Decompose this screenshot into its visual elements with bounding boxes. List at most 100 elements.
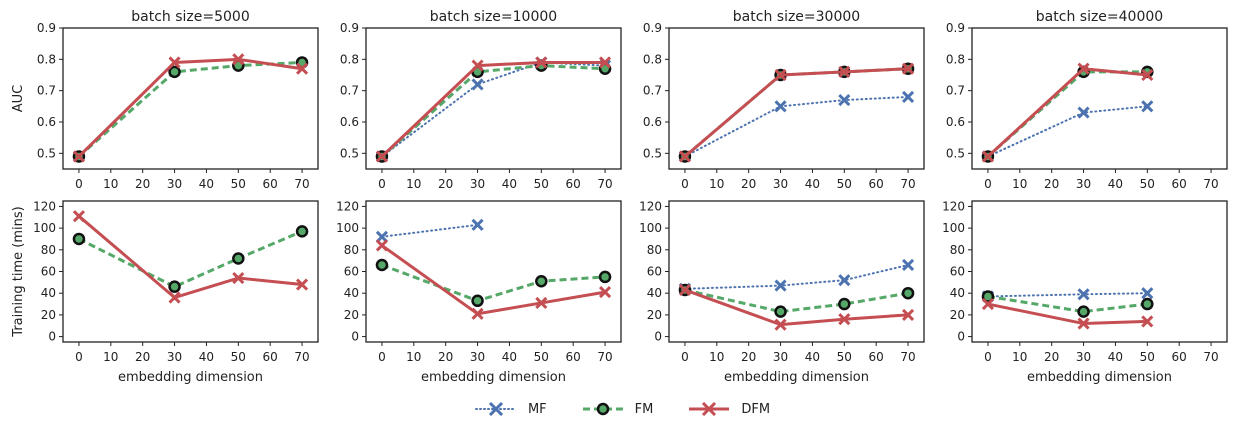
- y-axis-label-row1: Training time (mins): [11, 206, 26, 337]
- x-tick-label-r1c2-0: 0: [681, 350, 689, 364]
- point-dfm-r1c2-30: [774, 318, 787, 331]
- x-tick-label-r0c1-30: 30: [470, 177, 485, 191]
- legend-label-dfm: DFM: [741, 401, 771, 417]
- point-dfm-r1c0-70: [296, 278, 309, 291]
- panel-frame-r1c0: [62, 200, 319, 343]
- point-dfm-r1c1-70: [599, 286, 612, 299]
- series-line-mf-r0c3: [986, 105, 1149, 158]
- y-tick-label-r0c3-0.7: 0.7: [946, 84, 965, 98]
- series-line-mf-r1c1: [380, 223, 479, 238]
- point-mf-r1c2-50: [838, 274, 851, 287]
- y-tick-label-r1c3-60: 60: [950, 265, 965, 279]
- y-tick-label-r1c2-120: 120: [639, 199, 662, 213]
- legend-swatch-dfm: [689, 402, 730, 416]
- point-dfm-r0c1-70: [599, 56, 612, 69]
- x-tick-label-r0c3-70: 70: [1203, 177, 1218, 191]
- x-tick-label-r1c2-60: 60: [869, 350, 884, 364]
- x-tick-label-r1c3-60: 60: [1172, 350, 1187, 364]
- x-tick-label-r0c2-60: 60: [869, 177, 884, 191]
- x-tick-label-r0c0-60: 60: [263, 177, 278, 191]
- x-tick-label-r0c0-30: 30: [167, 177, 182, 191]
- x-tick-label-r1c0-60: 60: [263, 350, 278, 364]
- point-fm-r1c3-0: [981, 290, 995, 303]
- series-line-dfm-r1c0: [77, 214, 304, 300]
- series-line-fm-r1c1: [381, 263, 606, 303]
- y-tick-label-r0c0-0.8: 0.8: [37, 52, 56, 66]
- y-tick-label-r1c2-60: 60: [647, 265, 662, 279]
- point-fm-r1c3-30: [1077, 305, 1090, 318]
- panel-frame-r1c2: [668, 200, 925, 343]
- series-line-fm-r1c0: [78, 229, 303, 289]
- y-tick-label-r1c0-60: 60: [41, 265, 56, 279]
- x-axis-label-r1c1: embedding dimension: [421, 370, 566, 385]
- y-axis-label-row0: AUC: [11, 85, 26, 113]
- series-line-mf-r0c1: [380, 61, 607, 158]
- x-axis-label-r1c2: embedding dimension: [724, 370, 869, 385]
- point-fm-r1c3-50: [1141, 297, 1154, 311]
- panel-frame-r0c3: [971, 27, 1228, 170]
- point-dfm-r1c1-50: [535, 296, 548, 310]
- point-dfm-r0c0-0: [72, 150, 85, 163]
- y-tick-label-r1c3-80: 80: [950, 243, 965, 257]
- x-tick-label-r0c3-30: 30: [1076, 177, 1091, 191]
- x-tick-label-r1c3-20: 20: [1044, 350, 1059, 364]
- x-tick-label-r1c1-10: 10: [406, 350, 421, 364]
- x-tick-label-r0c0-0: 0: [75, 177, 83, 191]
- x-tick-label-r0c1-60: 60: [566, 177, 581, 191]
- x-tick-label-r1c3-30: 30: [1076, 350, 1091, 364]
- panel-title-r0c1: batch size=10000: [430, 9, 557, 25]
- point-fm-r1c2-50: [838, 297, 851, 311]
- point-dfm-r1c0-30: [168, 291, 181, 304]
- y-tick-label-r0c3-0.8: 0.8: [946, 52, 965, 66]
- point-dfm-r0c3-0: [981, 150, 994, 163]
- y-tick-label-r0c1-0.6: 0.6: [340, 115, 359, 129]
- y-tick-label-r1c1-120: 120: [336, 199, 359, 213]
- y-tick-label-r1c2-40: 40: [647, 286, 662, 300]
- x-tick-label-r0c3-10: 10: [1012, 177, 1027, 191]
- x-tick-label-r1c0-70: 70: [294, 350, 309, 364]
- point-mf-r0c3-50: [1141, 100, 1154, 113]
- x-tick-label-r0c1-20: 20: [438, 177, 453, 191]
- point-dfm-r1c2-70: [902, 308, 915, 321]
- panel-title-r0c2: batch size=30000: [733, 9, 860, 25]
- point-mf-r1c2-30: [774, 279, 787, 292]
- y-tick-label-r1c1-80: 80: [344, 243, 359, 257]
- point-dfm-r0c2-50: [838, 65, 851, 78]
- y-tick-label-r1c2-100: 100: [639, 221, 662, 235]
- series-line-fm-r0c1: [380, 64, 606, 158]
- series-line-dfm-r0c0: [77, 57, 304, 158]
- y-tick-label-r0c0-0.7: 0.7: [37, 84, 56, 98]
- x-tick-label-r0c0-50: 50: [231, 177, 246, 191]
- point-dfm-r1c1-0: [375, 239, 388, 252]
- point-dfm-r1c3-30: [1077, 317, 1090, 330]
- y-tick-label-r1c3-100: 100: [942, 221, 965, 235]
- y-tick-label-r0c0-0.6: 0.6: [37, 115, 56, 129]
- y-tick-label-r0c2-0.5: 0.5: [643, 146, 662, 160]
- point-dfm-r0c1-0: [375, 150, 388, 163]
- panel-title-r0c3: batch size=40000: [1036, 9, 1163, 25]
- point-dfm-r1c3-0: [981, 297, 994, 311]
- x-tick-label-r0c0-10: 10: [103, 177, 118, 191]
- series-line-mf-r0c2: [683, 95, 910, 158]
- point-dfm-r0c0-50: [232, 53, 245, 66]
- x-tick-label-r0c2-0: 0: [681, 177, 689, 191]
- x-tick-label-r1c0-50: 50: [231, 350, 246, 364]
- x-tick-label-r0c2-30: 30: [773, 177, 788, 191]
- y-tick-label-r0c3-0.9: 0.9: [946, 21, 965, 35]
- x-tick-label-r0c1-40: 40: [502, 177, 517, 191]
- point-dfm-r0c1-50: [535, 56, 548, 69]
- point-mf-r0c2-30: [774, 100, 787, 113]
- point-mf-r1c3-50: [1141, 287, 1154, 300]
- point-fm-r1c0-30: [168, 280, 181, 293]
- y-tick-label-r0c2-0.7: 0.7: [643, 84, 662, 98]
- x-tick-label-r1c0-10: 10: [103, 350, 118, 364]
- point-mf-r0c2-50: [838, 94, 851, 107]
- x-tick-label-r1c1-60: 60: [566, 350, 581, 364]
- legend-item-dfm: DFM: [687, 402, 770, 417]
- y-tick-label-r0c1-0.7: 0.7: [340, 84, 359, 98]
- point-fm-r1c1-70: [598, 270, 612, 284]
- legend-swatch-mf: [474, 402, 517, 416]
- y-tick-label-r1c1-20: 20: [344, 308, 359, 322]
- x-tick-label-r0c3-60: 60: [1172, 177, 1187, 191]
- y-tick-label-r0c3-0.6: 0.6: [946, 115, 965, 129]
